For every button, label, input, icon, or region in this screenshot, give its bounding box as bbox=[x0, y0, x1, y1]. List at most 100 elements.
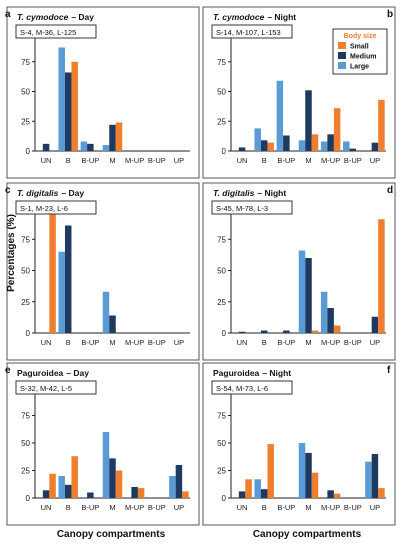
bar-large bbox=[102, 145, 110, 151]
panel-period: – Night bbox=[267, 12, 296, 22]
y-tick-label: 75 bbox=[217, 412, 226, 421]
x-tick-label: B bbox=[66, 338, 71, 347]
bar-large bbox=[80, 141, 88, 151]
x-tick-label: M-UP bbox=[125, 503, 144, 512]
panel-title: T. cymodoce – Night bbox=[213, 12, 296, 22]
bar-medium bbox=[87, 492, 94, 498]
bar-medium bbox=[87, 143, 94, 151]
legend-label-small: Small bbox=[350, 44, 369, 51]
x-tick-label: B bbox=[66, 503, 71, 512]
panel-period: – Night bbox=[257, 188, 286, 198]
x-tick-label: B-UP bbox=[277, 156, 295, 165]
bar-small bbox=[71, 61, 78, 151]
panel-species: T. cymodoce bbox=[213, 12, 265, 22]
bar-small bbox=[267, 142, 274, 151]
panel-period: – Night bbox=[262, 368, 291, 378]
panel-title: Paguroidea – Night bbox=[213, 368, 291, 378]
bar-medium bbox=[42, 490, 50, 498]
x-axis-label: Canopy compartments bbox=[253, 529, 362, 540]
y-tick-label: 75 bbox=[217, 235, 226, 244]
bar-small bbox=[333, 325, 341, 333]
x-tick-label: M-UP bbox=[321, 503, 340, 512]
bar-small bbox=[49, 473, 56, 498]
bar-large bbox=[169, 476, 176, 498]
bar-medium bbox=[42, 143, 50, 151]
bar-small bbox=[115, 122, 123, 151]
y-tick-label: 50 bbox=[217, 267, 226, 276]
panel-title: T. cymodoce – Day bbox=[17, 12, 94, 22]
x-axis-label: Canopy compartments bbox=[57, 529, 166, 540]
panel-letter: c bbox=[5, 185, 11, 196]
bar-large bbox=[320, 141, 328, 151]
x-tick-label: M bbox=[109, 338, 115, 347]
panel-period: – Day bbox=[71, 12, 94, 22]
bar-small bbox=[182, 491, 189, 498]
x-tick-label: M bbox=[109, 156, 115, 165]
panel-species: Paguroidea bbox=[213, 368, 260, 378]
counts-box bbox=[211, 24, 293, 39]
bar-medium bbox=[327, 490, 334, 498]
bar-small bbox=[71, 456, 78, 498]
y-tick-label: 25 bbox=[21, 117, 30, 126]
x-tick-label: B bbox=[262, 156, 267, 165]
counts-text: S-1, M-23, L-6 bbox=[20, 204, 68, 213]
bar-medium bbox=[327, 134, 334, 151]
x-tick-label: UN bbox=[41, 503, 52, 512]
y-tick-label: 25 bbox=[21, 467, 30, 476]
panel-e: 0255075100UNBB-UPMM-UPB-UPUPePaguroidea–… bbox=[5, 362, 200, 540]
panel-title: T. digitalis – Night bbox=[213, 188, 286, 198]
x-tick-label: M bbox=[109, 503, 115, 512]
bar-medium bbox=[260, 140, 268, 151]
legend-swatch-medium bbox=[338, 52, 346, 59]
y-tick-label: 50 bbox=[21, 439, 30, 448]
y-tick-label: 0 bbox=[26, 494, 31, 503]
y-tick-label: 0 bbox=[222, 329, 227, 338]
x-tick-label: B-UP bbox=[81, 503, 99, 512]
x-tick-label: B bbox=[66, 156, 71, 165]
y-tick-label: 0 bbox=[26, 329, 31, 338]
y-tick-label: 75 bbox=[21, 58, 30, 67]
bar-medium bbox=[109, 458, 116, 498]
x-tick-label: UP bbox=[174, 503, 184, 512]
bar-small bbox=[115, 470, 123, 498]
bar-large bbox=[365, 461, 372, 498]
x-tick-label: UP bbox=[370, 156, 380, 165]
bar-large bbox=[58, 476, 65, 498]
legend-title: Body size bbox=[344, 33, 377, 40]
legend-label-large: Large bbox=[350, 64, 369, 71]
x-tick-label: M-UP bbox=[125, 156, 144, 165]
y-tick-label: 0 bbox=[26, 147, 31, 156]
x-tick-label: UN bbox=[237, 338, 248, 347]
x-tick-label: UN bbox=[41, 338, 52, 347]
bar-medium bbox=[283, 135, 290, 151]
counts-text: S-4, M-36, L-125 bbox=[20, 28, 76, 37]
x-tick-label: B bbox=[262, 503, 267, 512]
x-tick-label: UP bbox=[370, 338, 380, 347]
bar-large bbox=[254, 479, 261, 498]
panel-letter: e bbox=[5, 365, 11, 376]
x-tick-label: M bbox=[305, 503, 311, 512]
panel-title: T. digitalis – Day bbox=[17, 188, 84, 198]
bar-large bbox=[102, 432, 110, 498]
y-tick-label: 50 bbox=[21, 88, 30, 97]
bar-small bbox=[333, 108, 341, 151]
bar-small bbox=[378, 219, 385, 333]
bar-medium bbox=[238, 491, 246, 498]
y-axis-label: Percentages (%) bbox=[6, 214, 17, 292]
counts-box bbox=[15, 380, 97, 395]
x-tick-label: UN bbox=[41, 156, 52, 165]
bar-medium bbox=[283, 330, 290, 333]
y-tick-label: 50 bbox=[217, 88, 226, 97]
bar-medium bbox=[371, 454, 379, 498]
counts-text: S-54, M-73, L-6 bbox=[216, 384, 268, 393]
panel-letter: f bbox=[387, 365, 391, 376]
x-tick-label: M-UP bbox=[321, 338, 340, 347]
bar-medium bbox=[109, 124, 116, 151]
bar-medium bbox=[371, 316, 379, 333]
y-tick-label: 75 bbox=[217, 58, 226, 67]
bar-medium bbox=[175, 465, 183, 498]
y-tick-label: 0 bbox=[222, 147, 227, 156]
x-tick-label: UN bbox=[237, 156, 248, 165]
